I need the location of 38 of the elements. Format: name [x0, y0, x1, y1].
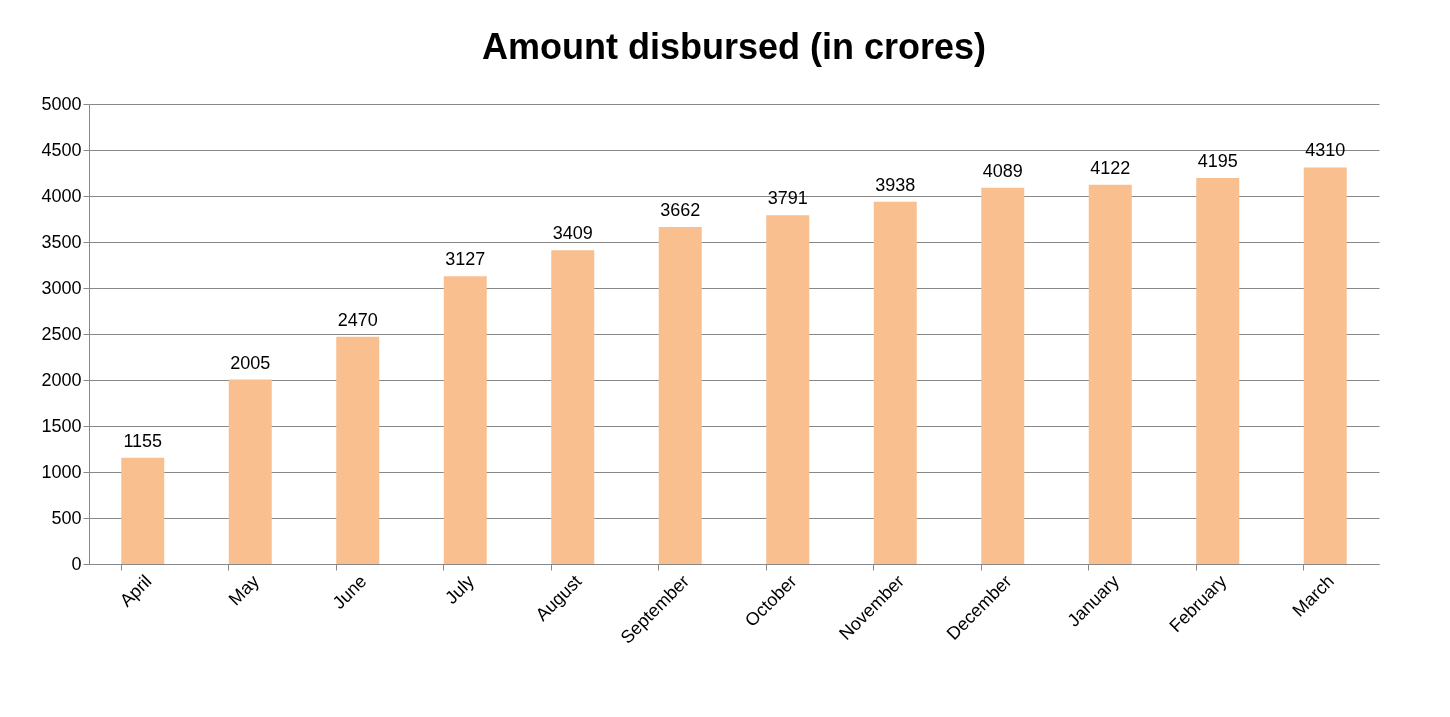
- data-label: 3409: [552, 223, 593, 244]
- y-tick-label: 1500: [41, 415, 82, 436]
- bar: [1196, 178, 1240, 564]
- y-tick-label: 2000: [41, 369, 82, 390]
- x-tick-label: July: [441, 571, 478, 608]
- data-label: 4195: [1197, 151, 1238, 172]
- data-label: 2470: [337, 309, 378, 330]
- bar: [873, 201, 917, 564]
- bar: [443, 276, 487, 564]
- data-label: 2005: [230, 352, 271, 373]
- data-label: 3938: [875, 174, 916, 195]
- bar: [1088, 184, 1132, 564]
- chart-title: Amount disbursed (in crores): [481, 26, 987, 67]
- y-tick-label: 3000: [41, 277, 82, 298]
- bar: [228, 379, 272, 564]
- y-tick-label: 1000: [41, 461, 82, 482]
- bar: [1303, 167, 1347, 564]
- bar: [981, 187, 1025, 564]
- bar: [551, 250, 595, 564]
- y-tick-label: 4500: [41, 139, 82, 160]
- bar: [658, 227, 702, 564]
- data-label: 3127: [445, 249, 486, 270]
- y-tick-label: 3500: [41, 231, 82, 252]
- data-label: 3791: [767, 188, 808, 209]
- bar: [766, 215, 810, 564]
- data-label: 4310: [1305, 140, 1346, 161]
- bar: [336, 336, 380, 564]
- y-tick-label: 0: [71, 553, 82, 574]
- data-label: 4122: [1090, 157, 1131, 178]
- y-tick-label: 500: [51, 507, 82, 528]
- x-tick-label: May: [224, 571, 263, 610]
- y-tick-label: 2500: [41, 323, 82, 344]
- y-tick-label: 4000: [41, 185, 82, 206]
- data-label: 1155: [123, 430, 163, 451]
- data-label: 3662: [660, 200, 701, 221]
- bar: [121, 457, 165, 564]
- data-label: 4089: [982, 160, 1023, 181]
- y-tick-label: 5000: [41, 93, 82, 114]
